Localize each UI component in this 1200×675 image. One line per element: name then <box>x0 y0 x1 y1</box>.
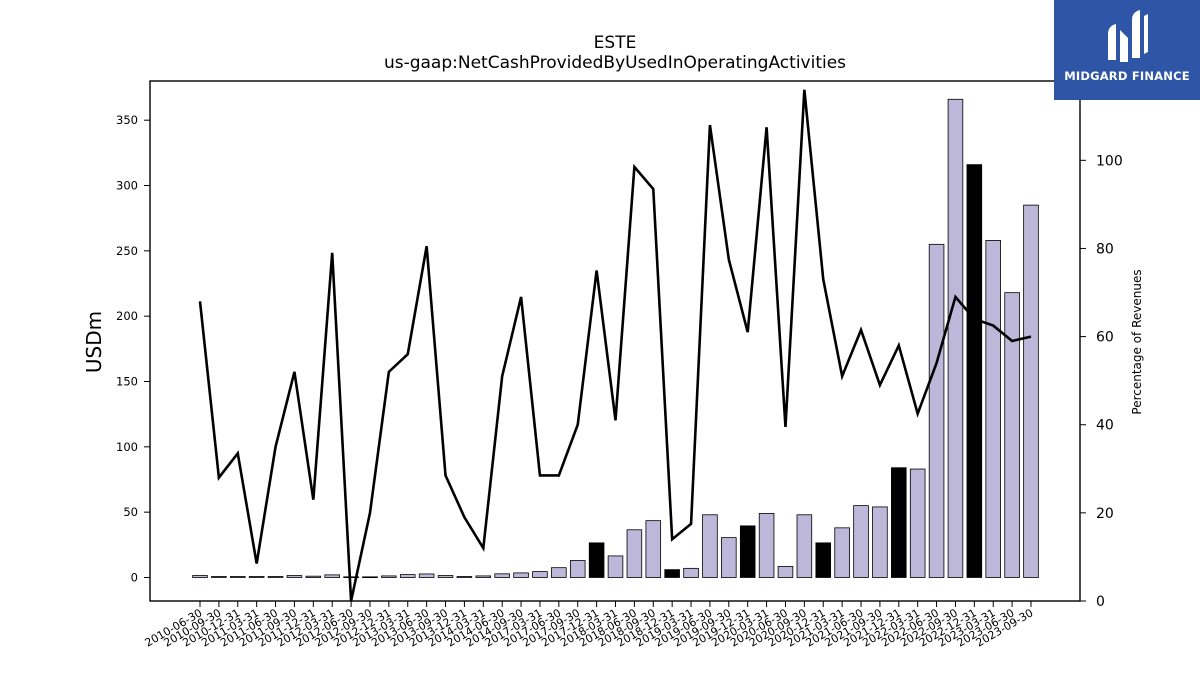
bar-2019-09-30 <box>721 537 737 578</box>
y2-axis-label: Percentage of Revenues <box>1130 269 1144 414</box>
y-tick-label: 50 <box>123 505 138 519</box>
bar-2021-09-30 <box>872 506 888 578</box>
bar-2019-06-30 <box>702 514 718 578</box>
bar-2011-03-31 <box>248 576 265 578</box>
bars-layer <box>192 98 1039 579</box>
y2-tick-label: 20 <box>1096 506 1114 522</box>
bar-2020-03-31 <box>758 513 775 578</box>
bar-2018-03-31 <box>607 555 624 578</box>
bar-2014-06-30 <box>494 573 510 578</box>
bar-2018-06-30 <box>626 529 643 578</box>
bar-2022-12-31 <box>966 164 983 578</box>
bar-2012-09-30 <box>362 576 378 579</box>
bar-2011-06-30 <box>267 576 284 578</box>
bar-2020-12-31 <box>815 542 832 578</box>
bar-2022-03-31 <box>909 468 926 578</box>
y-axis-label: USDm <box>82 311 106 373</box>
bar-2023-03-31 <box>985 239 1001 578</box>
logo-mark-icon <box>1108 10 1148 62</box>
bar-2010-06-30 <box>192 575 208 578</box>
y-tick-label: 100 <box>116 440 138 454</box>
bar-2017-09-30 <box>569 560 586 578</box>
bar-2018-12-31 <box>664 569 680 578</box>
bar-2013-09-30 <box>437 575 454 578</box>
bar-2019-03-31 <box>683 567 699 578</box>
bar-2011-12-31 <box>305 575 322 578</box>
y-tick-label: 0 <box>131 570 138 584</box>
bar-2018-09-30 <box>645 520 662 578</box>
bar-2013-12-31 <box>456 576 473 578</box>
brand-logo: MIDGARD FINANCE <box>1054 0 1200 100</box>
bar-2010-12-31 <box>230 576 246 578</box>
chart-title: ESTE <box>594 33 637 53</box>
bar-2017-12-31 <box>588 542 605 578</box>
bar-2022-09-30 <box>947 98 964 578</box>
bar-2012-03-31 <box>324 574 340 578</box>
y2-tick-label: 40 <box>1096 418 1114 434</box>
logo-text: MIDGARD FINANCE <box>1064 69 1190 83</box>
bar-2019-12-31 <box>739 525 756 578</box>
bar-2012-12-31 <box>381 575 397 578</box>
bar-2010-09-30 <box>211 576 227 578</box>
bar-2020-06-30 <box>777 565 794 578</box>
bar-2014-03-31 <box>475 575 492 578</box>
bar-2022-06-30 <box>928 243 945 578</box>
bar-2020-09-30 <box>796 514 813 578</box>
y2-tick-label: 100 <box>1096 153 1123 169</box>
bar-2021-12-31 <box>891 467 907 578</box>
y2-tick-label: 0 <box>1096 594 1105 610</box>
y2-tick-label: 60 <box>1096 330 1114 346</box>
y-tick-label: 150 <box>116 375 138 389</box>
y-tick-label: 300 <box>116 179 138 193</box>
bar-2021-03-31 <box>834 527 850 578</box>
y-tick-label: 200 <box>116 309 138 323</box>
bar-2023-06-30 <box>1004 292 1020 578</box>
y-tick-label: 350 <box>116 113 138 127</box>
bar-2023-09-30 <box>1023 204 1039 578</box>
line-layer <box>198 89 1032 602</box>
bar-2013-03-31 <box>399 574 416 578</box>
y2-tick-label: 80 <box>1096 241 1114 257</box>
bar-2017-03-31 <box>532 571 548 578</box>
y-tick-label: 250 <box>116 244 138 258</box>
bar-2017-06-30 <box>551 567 567 578</box>
bar-2011-09-30 <box>286 575 303 578</box>
bar-2021-06-30 <box>853 505 869 578</box>
bar-2014-09-30 <box>513 572 529 578</box>
percentage-line <box>198 89 1032 602</box>
bar-2013-06-30 <box>418 573 435 578</box>
chart-subtitle: us-gaap:NetCashProvidedByUsedInOperating… <box>384 53 846 73</box>
